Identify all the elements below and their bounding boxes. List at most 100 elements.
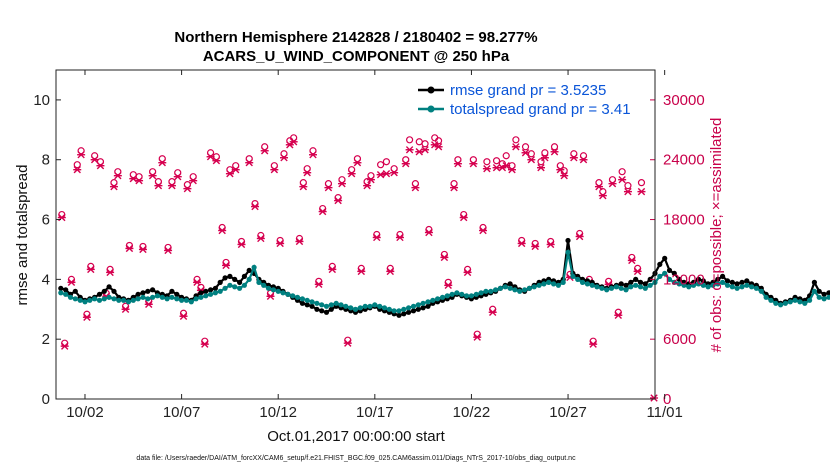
obs-possible-marker xyxy=(521,143,530,151)
obs-assimilated-marker xyxy=(245,159,254,167)
obs-assimilated-marker xyxy=(135,176,144,185)
obs-possible-marker xyxy=(434,137,443,145)
totalspread-point xyxy=(72,296,78,302)
totalspread-point xyxy=(101,296,107,302)
rmse-point xyxy=(145,288,151,294)
rmse-point xyxy=(212,285,218,291)
obs-assimilated-marker xyxy=(473,333,482,341)
rmse-point xyxy=(328,306,334,312)
totalspread-point xyxy=(797,299,803,305)
rmse-point xyxy=(140,290,146,296)
obs-assimilated-marker xyxy=(113,171,122,180)
totalspread-point xyxy=(695,281,702,287)
rmse-point xyxy=(101,288,107,294)
totalspread-point xyxy=(579,279,586,285)
totalspread-point xyxy=(183,297,189,303)
totalspread-point xyxy=(512,287,518,293)
rmse-point xyxy=(106,284,112,290)
rmse-point xyxy=(420,305,426,311)
rmse-point xyxy=(96,291,103,297)
obs-assimilated-marker xyxy=(193,278,202,287)
obs-assimilated-marker xyxy=(334,196,343,205)
totalspread-point xyxy=(328,302,334,308)
x-axis-ticks: 10/02 10/07 10/12 10/17 10/22 10/27 11/01 xyxy=(66,70,683,421)
totalspread-point xyxy=(744,282,750,288)
obs-assimilated-marker xyxy=(614,311,623,319)
totalspread-point xyxy=(628,284,634,290)
obs-assimilated-marker xyxy=(482,165,491,173)
obs-assimilated-marker xyxy=(444,281,453,290)
totalspread-point xyxy=(372,302,378,308)
obs-assimilated-marker xyxy=(627,256,636,265)
obs-assimilated-marker xyxy=(299,182,308,191)
totalspread-point xyxy=(483,288,489,294)
obs-assimilated-marker xyxy=(540,154,549,162)
totalspread-point xyxy=(623,287,629,293)
totalspread-point xyxy=(778,302,784,308)
obs-assimilated-marker xyxy=(405,146,414,154)
legend-rmse-label: rmse grand pr = 3.5235 xyxy=(450,82,606,99)
totalspread-point xyxy=(724,282,731,288)
obs-assimilated-marker xyxy=(167,181,176,190)
totalspread-point xyxy=(686,284,692,290)
obs-assimilated-marker xyxy=(77,151,86,159)
rmse-point xyxy=(217,279,223,285)
totalspread-point xyxy=(691,282,697,288)
obs-assimilated-marker xyxy=(469,160,478,168)
obs-assimilated-marker xyxy=(424,228,433,237)
obs-assimilated-marker xyxy=(395,233,404,242)
rmse-point xyxy=(222,275,228,281)
totalspread-point xyxy=(174,296,180,302)
obs-assimilated-marker xyxy=(295,237,304,246)
obs-assimilated-marker xyxy=(314,280,323,289)
obs-assimilated-marker xyxy=(318,207,327,216)
obs-assimilated-marker xyxy=(569,154,578,162)
totalspread-point xyxy=(594,284,600,290)
obs-assimilated-marker xyxy=(589,340,598,348)
rmse-point xyxy=(744,278,750,284)
rmse-point xyxy=(58,285,64,291)
obs-possible-marker xyxy=(73,161,81,169)
totalspread-point xyxy=(758,288,764,294)
totalspread-point xyxy=(753,285,760,291)
totalspread-point xyxy=(478,290,484,296)
totalspread-point xyxy=(87,297,93,303)
obs-assimilated-marker xyxy=(508,166,517,174)
totalspread-point xyxy=(145,296,151,302)
rmse-point xyxy=(565,237,571,244)
totalspread-point xyxy=(526,285,533,291)
rmse-point xyxy=(623,282,629,288)
rmse-point xyxy=(720,273,726,279)
totalspread-point xyxy=(773,300,779,306)
obs-assimilated-marker xyxy=(237,240,246,249)
y-tick-label-left: 8 xyxy=(42,152,50,169)
obs-assimilated-marker xyxy=(366,175,375,184)
obs-assimilated-marker xyxy=(67,278,76,287)
totalspread-point xyxy=(406,305,412,311)
obs-assimilated-marker xyxy=(353,159,362,167)
obs-possible-marker xyxy=(541,149,549,157)
totalspread-point xyxy=(92,296,98,302)
obs-assimilated-marker xyxy=(598,191,607,200)
totalspread-point xyxy=(802,300,808,306)
obs-assimilated-marker xyxy=(179,312,188,320)
obs-assimilated-marker xyxy=(206,153,215,161)
rmse-point xyxy=(309,303,315,309)
y-tick-label-right: 6000 xyxy=(663,331,696,348)
obs-assimilated-marker xyxy=(266,292,275,301)
totalspread-point xyxy=(811,288,818,294)
obs-assimilated-marker xyxy=(618,175,627,184)
obs-possible-marker xyxy=(382,158,391,166)
totalspread-point xyxy=(246,276,252,282)
totalspread-point xyxy=(285,291,291,297)
plot-area xyxy=(57,134,830,402)
obs-assimilated-marker xyxy=(511,143,520,151)
rmse-point xyxy=(111,288,117,294)
obs-assimilated-marker xyxy=(372,233,381,242)
obs-assimilated-marker xyxy=(459,213,468,222)
totalspread-point xyxy=(821,296,827,302)
rmse-point xyxy=(715,276,721,282)
totalspread-point xyxy=(488,288,494,294)
obs-assimilated-marker xyxy=(440,253,449,262)
totalspread-point xyxy=(193,296,199,302)
